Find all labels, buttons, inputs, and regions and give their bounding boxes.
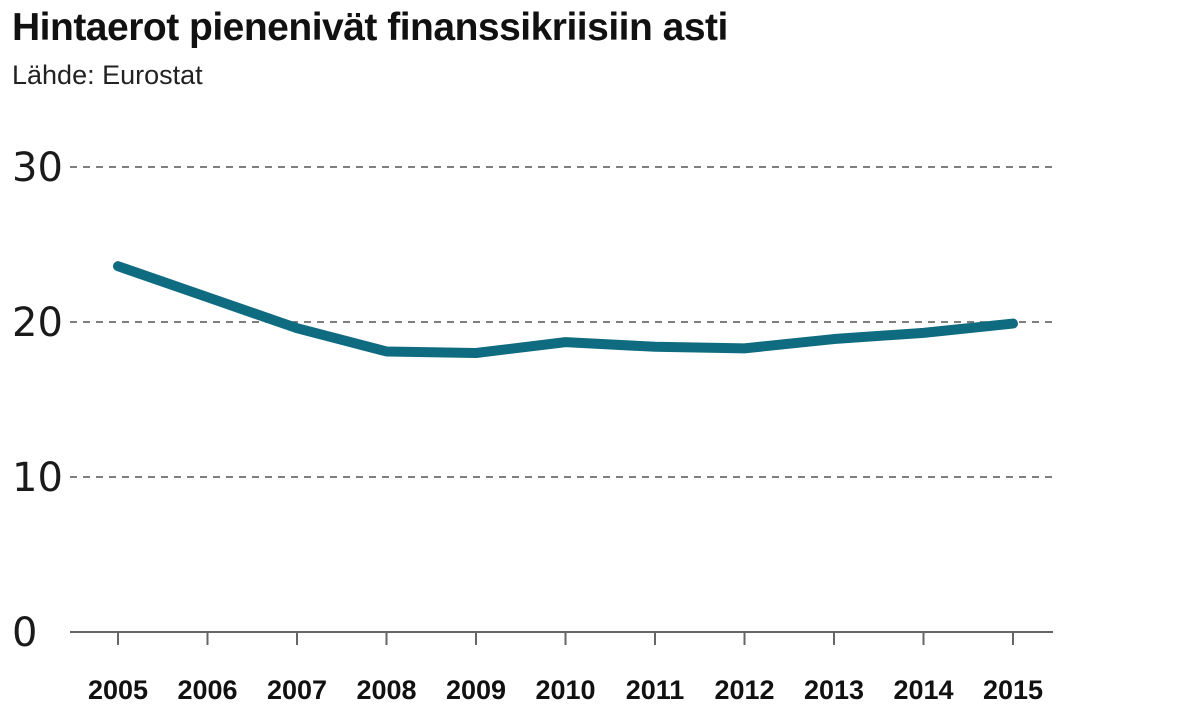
x-tick-label: 2013 (804, 675, 864, 705)
y-tick-label: 20 (12, 300, 63, 346)
x-tick-label: 2005 (88, 675, 148, 705)
x-tick-label: 2012 (714, 675, 774, 705)
chart-title: Hintaerot pienenivät finanssikriisiin as… (12, 6, 728, 49)
x-tick-label: 2007 (267, 675, 327, 705)
x-tick-label: 2011 (626, 675, 685, 705)
chart-source: Lähde: Eurostat (12, 60, 203, 90)
gridlines (70, 166, 1053, 478)
series-layer (113, 261, 1018, 358)
x-tick-label: 2014 (893, 675, 953, 705)
y-tick-label: 0 (12, 610, 37, 656)
y-tick-label: 30 (12, 145, 63, 191)
x-tick-label: 2015 (983, 675, 1043, 705)
x-tick-label: 2009 (446, 675, 506, 705)
x-tick-label: 2008 (356, 675, 416, 705)
y-axis-labels: 0 10 20 30 (12, 145, 63, 656)
y-tick-label: 10 (12, 455, 63, 501)
x-axis-labels: 2005 2006 2007 2008 2009 2010 2011 2012 2013 2014… (88, 675, 1043, 705)
x-axis (70, 631, 1053, 645)
series-line (113, 261, 1018, 358)
x-tick-label: 2010 (535, 675, 595, 705)
x-tick-label: 2006 (177, 675, 237, 705)
